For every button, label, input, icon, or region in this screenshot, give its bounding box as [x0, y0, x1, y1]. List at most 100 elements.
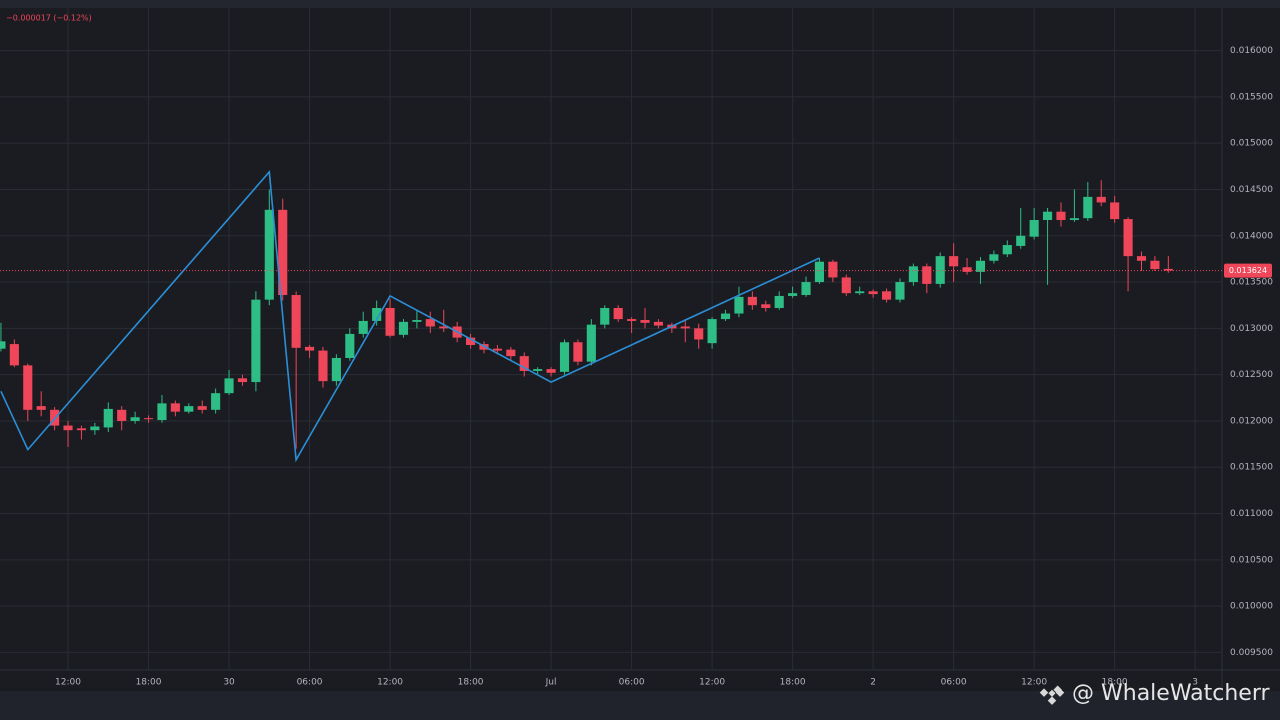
watermark-text: @ WhaleWatcherr: [1072, 681, 1271, 706]
candle-body: [23, 365, 33, 410]
candle-body: [304, 346, 315, 351]
candle-body: [989, 254, 999, 261]
candle-body: [600, 307, 610, 325]
candle-body: [358, 320, 368, 334]
candle-body: [425, 319, 435, 327]
candle-body: [814, 261, 825, 283]
y-tick-label: 0.014500: [1230, 185, 1273, 195]
y-tick-label: 0.014000: [1230, 231, 1273, 241]
candle-body: [385, 307, 395, 336]
candle-body: [1150, 260, 1160, 270]
candle-body: [1043, 211, 1053, 221]
candle-body: [278, 209, 288, 296]
x-tick-label: 2: [870, 678, 876, 688]
candle-body: [855, 291, 865, 294]
candle-body: [734, 296, 744, 314]
candle-body: [747, 296, 757, 306]
x-tick-label: 06:00: [619, 678, 645, 688]
candle-body: [975, 260, 986, 272]
candle-body: [398, 321, 409, 335]
y-tick-label: 0.009500: [1230, 648, 1273, 658]
x-tick-label: 18:00: [458, 678, 484, 688]
candle-body: [1123, 219, 1133, 257]
candle-body: [1002, 245, 1012, 255]
header-change: −0.000017 (−0.12%): [6, 14, 92, 23]
candle-body: [211, 393, 221, 410]
candle-body: [170, 403, 180, 412]
candle-body: [868, 291, 878, 295]
candle-body: [9, 344, 19, 366]
x-tick-label: 12:00: [699, 678, 725, 688]
candle-body: [613, 307, 623, 320]
candle-body: [653, 321, 663, 326]
y-tick-label: 0.016000: [1230, 46, 1273, 56]
candle-body: [935, 256, 945, 284]
candle-body: [680, 326, 690, 329]
candle-body: [761, 304, 771, 308]
candle-body: [264, 209, 274, 300]
y-tick-label: 0.010500: [1230, 555, 1273, 565]
y-tick-label: 0.013000: [1230, 324, 1273, 334]
candle-body: [1069, 218, 1079, 221]
candle-body: [801, 282, 811, 296]
candle-body: [345, 333, 355, 358]
x-tick-label: 18:00: [136, 678, 162, 688]
x-tick-label: Jul: [545, 678, 557, 688]
candle-body: [439, 326, 449, 329]
x-tick-label: 12:00: [55, 678, 81, 688]
candle-body: [0, 341, 6, 349]
candle-body: [224, 378, 234, 394]
y-tick-label: 0.012000: [1230, 416, 1273, 426]
x-tick-label: 30: [223, 678, 235, 688]
candle-body: [546, 369, 556, 373]
candle-body: [573, 342, 583, 362]
x-tick-label: 06:00: [297, 678, 323, 688]
watermark: @ WhaleWatcherr: [1039, 681, 1271, 706]
candle-body: [372, 307, 382, 321]
candle-body: [157, 403, 167, 421]
candle-body: [895, 282, 905, 300]
candle-body: [1110, 202, 1120, 220]
candle-body: [117, 409, 127, 421]
candle-body: [640, 320, 650, 323]
x-tick-label: 12:00: [1021, 678, 1047, 688]
bottom-bar: [0, 691, 1280, 720]
candle-body: [1029, 220, 1039, 237]
candle-body: [828, 261, 838, 278]
candle-body: [533, 369, 543, 371]
y-tick-label: 0.011500: [1230, 463, 1273, 473]
candle-body: [184, 406, 194, 412]
last-price-box: [1224, 263, 1272, 278]
candle-body: [90, 426, 100, 431]
x-tick-label: 3: [1192, 678, 1198, 688]
y-tick-label: 0.015500: [1230, 92, 1273, 102]
candle-body: [506, 349, 516, 357]
candle-body: [237, 378, 248, 383]
candle-body: [841, 277, 851, 294]
candle-body: [63, 425, 73, 431]
labels: 0.009500 0.010000 0.010500 0.011000 0.011500…: [55, 46, 1273, 687]
candle-body: [949, 256, 959, 267]
candle-body: [694, 328, 704, 340]
candle-body: [1096, 196, 1106, 203]
candle-body: [318, 350, 328, 382]
candle-body: [130, 417, 140, 421]
candle-body: [466, 337, 476, 346]
candle-body: [559, 342, 570, 372]
candle-body: [627, 319, 637, 321]
candle-body: [1163, 268, 1173, 271]
candle-body: [36, 406, 46, 410]
x-tick-label: 12:00: [377, 678, 403, 688]
zigzag-line: [0, 169, 820, 463]
candle-body: [1016, 235, 1026, 246]
candle-body: [251, 299, 261, 383]
x-tick-label: 18:00: [1102, 678, 1128, 688]
y-tick-label: 0.012500: [1230, 370, 1273, 380]
y-tick-label: 0.011000: [1230, 509, 1273, 519]
candle-body: [197, 406, 207, 410]
candle-body: [76, 428, 87, 431]
last-price-label: 0.013624: [1229, 266, 1267, 275]
candle-body: [908, 266, 918, 283]
